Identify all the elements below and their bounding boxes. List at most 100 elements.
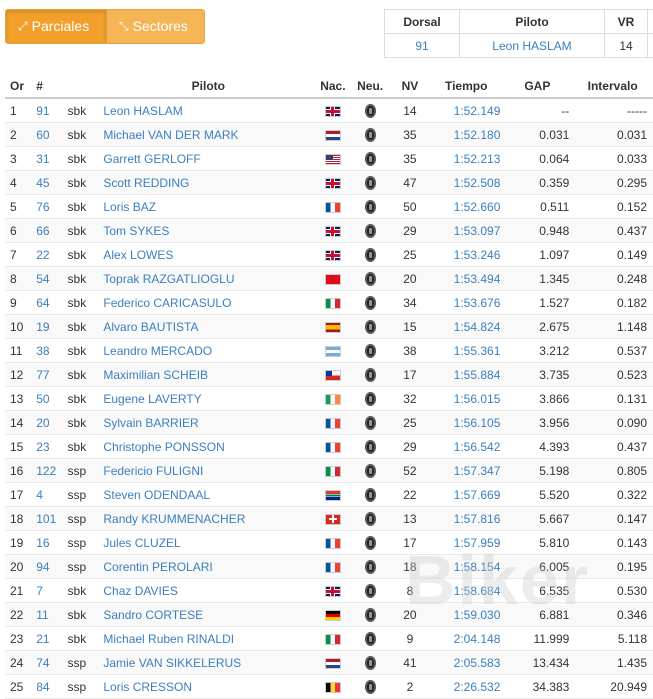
time-link[interactable]: 1:57.347 xyxy=(431,458,505,483)
time-link[interactable]: 1:58.684 xyxy=(431,578,505,603)
time-link[interactable]: 2:04.148 xyxy=(431,626,505,651)
rider-name-link[interactable]: Maximilian SCHEIB xyxy=(102,362,315,387)
rider-name-link[interactable]: Loris BAZ xyxy=(102,194,315,219)
tyre-icon xyxy=(351,626,389,651)
number-link[interactable]: 66 xyxy=(35,218,67,243)
col-piloto[interactable]: Piloto xyxy=(102,75,315,99)
time-link[interactable]: 1:58.154 xyxy=(431,554,505,579)
time-link[interactable]: 1:57.816 xyxy=(431,506,505,531)
number-link[interactable]: 19 xyxy=(35,314,67,339)
time-link[interactable]: 1:56.105 xyxy=(431,410,505,435)
time-link[interactable]: 1:54.824 xyxy=(431,314,505,339)
rider-name-link[interactable]: Toprak RAZGATLIOGLU xyxy=(102,266,315,291)
number-link[interactable]: 122 xyxy=(35,458,67,483)
rider-name-link[interactable]: Loris CRESSON xyxy=(102,674,315,699)
number-link[interactable]: 23 xyxy=(35,434,67,459)
selected-dorsal[interactable]: 91 xyxy=(385,33,460,57)
partials-button[interactable]: ⤢ Parciales xyxy=(6,10,106,43)
number-link[interactable]: 21 xyxy=(35,626,67,651)
class-cell: ssp xyxy=(66,554,103,579)
laps-cell: 9 xyxy=(388,626,432,651)
time-link[interactable]: 1:57.959 xyxy=(431,530,505,555)
number-link[interactable]: 84 xyxy=(35,674,67,699)
time-link[interactable]: 2:05.583 xyxy=(431,650,505,675)
number-link[interactable]: 74 xyxy=(35,650,67,675)
number-link[interactable]: 16 xyxy=(35,530,67,555)
time-link[interactable]: 1:52.149 xyxy=(431,98,505,123)
number-link[interactable]: 77 xyxy=(35,362,67,387)
sectors-button[interactable]: ⤡ Sectores xyxy=(106,10,204,43)
time-link[interactable]: 1:56.542 xyxy=(431,434,505,459)
gap-cell: 2.675 xyxy=(504,314,578,339)
time-link[interactable]: 1:53.097 xyxy=(431,218,505,243)
rider-name-link[interactable]: Alvaro BAUTISTA xyxy=(102,314,315,339)
rider-name-link[interactable]: Steven ODENDAAL xyxy=(102,482,315,507)
time-link[interactable]: 1:52.213 xyxy=(431,146,505,171)
rider-name-link[interactable]: Chaz DAVIES xyxy=(102,578,315,603)
time-link[interactable]: 1:59.030 xyxy=(431,602,505,627)
rider-name-link[interactable]: Jules CLUZEL xyxy=(102,530,315,555)
time-link[interactable]: 2:26.532 xyxy=(431,674,505,699)
rider-name-link[interactable]: Alex LOWES xyxy=(102,242,315,267)
number-link[interactable]: 101 xyxy=(35,506,67,531)
number-link[interactable]: 91 xyxy=(35,98,67,123)
tyre-icon xyxy=(364,103,376,118)
number-link[interactable]: 50 xyxy=(35,386,67,411)
time-link[interactable]: 1:53.246 xyxy=(431,242,505,267)
laps-cell: 20 xyxy=(388,266,432,291)
time-link[interactable]: 1:56.015 xyxy=(431,386,505,411)
number-link[interactable]: 20 xyxy=(35,410,67,435)
rider-name-link[interactable]: Jamie VAN SIKKELERUS xyxy=(102,650,315,675)
number-link[interactable]: 38 xyxy=(35,338,67,363)
col-gap[interactable]: GAP xyxy=(504,75,578,99)
number-link[interactable]: 11 xyxy=(35,602,67,627)
time-link[interactable]: 1:53.494 xyxy=(431,266,505,291)
rider-name-link[interactable]: Randy KRUMMENACHER xyxy=(102,506,315,531)
number-link[interactable]: 7 xyxy=(35,578,67,603)
col-or[interactable]: Or xyxy=(5,75,36,99)
col-neu[interactable]: Neu. xyxy=(351,75,389,99)
rider-name-link[interactable]: Federico CARICASULO xyxy=(102,290,315,315)
number-link[interactable]: 54 xyxy=(35,266,67,291)
number-link[interactable]: 31 xyxy=(35,146,67,171)
time-link[interactable]: 1:57.669 xyxy=(431,482,505,507)
rider-name-link[interactable]: Garrett GERLOFF xyxy=(102,146,315,171)
time-link[interactable]: 1:52.180 xyxy=(431,122,505,147)
rider-name-link[interactable]: Michael Ruben RINALDI xyxy=(102,626,315,651)
table-row: 11 38 sbk Leandro MERCADO 38 1:55.361 3.212 0.5… xyxy=(5,338,653,363)
time-link[interactable]: 1:55.884 xyxy=(431,362,505,387)
time-link[interactable]: 1:52.660 xyxy=(431,194,505,219)
rider-name-link[interactable]: Leandro MERCADO xyxy=(102,338,315,363)
rider-name-link[interactable]: Christophe PONSSON xyxy=(102,434,315,459)
rider-name-link[interactable]: Tom SYKES xyxy=(102,218,315,243)
rider-name-link[interactable]: Corentin PEROLARI xyxy=(102,554,315,579)
time-link[interactable]: 1:55.361 xyxy=(431,338,505,363)
number-link[interactable]: 76 xyxy=(35,194,67,219)
number-link[interactable]: 45 xyxy=(35,170,67,195)
rider-name-link[interactable]: Sandro CORTESE xyxy=(102,602,315,627)
col-nac[interactable]: Nac. xyxy=(314,75,352,99)
rider-name-link[interactable]: Leon HASLAM xyxy=(102,98,315,123)
number-link[interactable]: 94 xyxy=(35,554,67,579)
number-link[interactable]: 4 xyxy=(35,482,67,507)
time-link[interactable]: 1:53.676 xyxy=(431,290,505,315)
interval-cell: 0.437 xyxy=(577,218,653,243)
selected-piloto[interactable]: Leon HASLAM xyxy=(459,33,605,57)
rider-name-link[interactable]: Eugene LAVERTY xyxy=(102,386,315,411)
rider-name-link[interactable]: Federicio FULIGNI xyxy=(102,458,315,483)
rider-name-link[interactable]: Scott REDDING xyxy=(102,170,315,195)
number-link[interactable]: 60 xyxy=(35,122,67,147)
col-intervalo[interactable]: Intervalo xyxy=(577,75,653,99)
position-cell: 17 xyxy=(5,482,36,507)
position-cell: 25 xyxy=(5,674,36,699)
rider-name-link[interactable]: Sylvain BARRIER xyxy=(102,410,315,435)
time-link[interactable]: 1:52.508 xyxy=(431,170,505,195)
number-link[interactable]: 22 xyxy=(35,242,67,267)
col-tiempo[interactable]: Tiempo xyxy=(431,75,505,99)
nation-flag xyxy=(314,602,352,627)
col-nv[interactable]: NV xyxy=(388,75,432,99)
col-num[interactable]: # xyxy=(35,75,67,99)
rider-name-link[interactable]: Michael VAN DER MARK xyxy=(102,122,315,147)
flag-nl-icon xyxy=(324,129,341,141)
number-link[interactable]: 64 xyxy=(35,290,67,315)
